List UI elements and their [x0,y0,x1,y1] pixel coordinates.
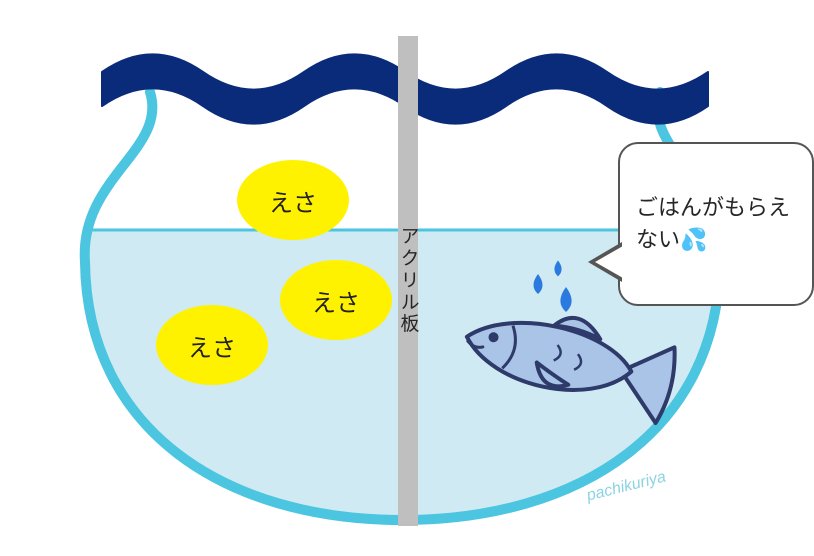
speech-bubble: ごはんがもらえない💦 [618,142,814,306]
food-label: えさ [312,283,360,318]
food-pellet: えさ [156,305,268,385]
food-label: えさ [188,328,236,363]
food-pellet: えさ [237,160,349,240]
diagram-stage: アクリル板 えさえさえさ ごはんがもらえない💦 pachikuriya [0,0,814,556]
food-pellet: えさ [280,260,392,340]
acrylic-divider: アクリル板 [398,36,418,526]
acrylic-divider-label: アクリル板 [395,226,422,335]
speech-bubble-text: ごはんがもらえない💦 [636,192,796,256]
food-label: えさ [269,183,317,218]
speech-bubble-tail-fill [595,246,623,278]
